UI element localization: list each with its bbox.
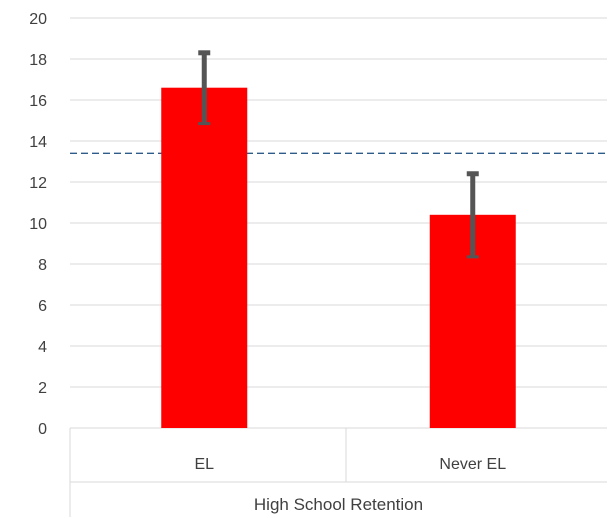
y-tick-label-4: 4 [38,339,47,356]
y-tick-label-2: 2 [38,380,47,397]
y-tick-label-14: 14 [29,134,47,151]
category-labels: EL Never EL [194,456,506,473]
y-tick-label-16: 16 [29,93,47,110]
y-tick-label-12: 12 [29,175,47,192]
category-label-el: EL [194,456,214,473]
bars [161,87,516,428]
axes [69,427,607,517]
y-tick-label-10: 10 [29,216,47,233]
error-bars [198,50,479,259]
y-axis-ticks: 0 2 4 6 8 10 12 14 16 18 20 [29,11,47,438]
gridlines [70,17,607,388]
category-label-never-el: Never EL [439,456,506,473]
y-tick-label-6: 6 [38,298,47,315]
y-tick-label-18: 18 [29,52,47,69]
y-tick-label-8: 8 [38,257,47,274]
y-tick-label-0: 0 [38,421,47,438]
y-tick-label-20: 20 [29,11,47,28]
group-axis-label: High School Retention [254,495,423,514]
bar-el [161,87,248,428]
